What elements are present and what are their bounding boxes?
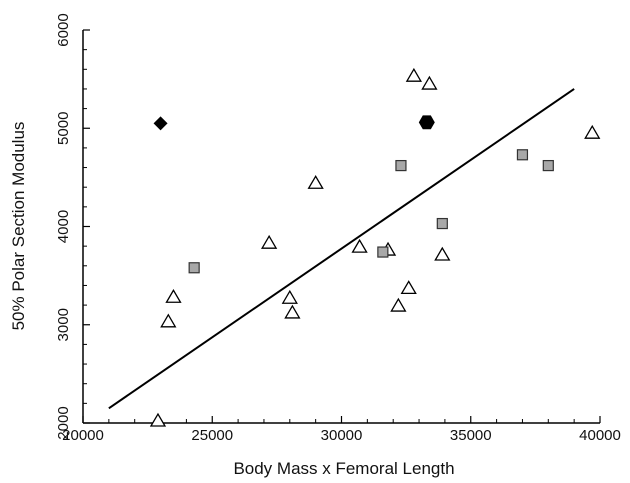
triangle-point (400, 280, 417, 295)
triangle-point (281, 289, 298, 304)
triangle-point (149, 412, 167, 427)
triangle-point (165, 288, 182, 303)
y-tick-label: 5000 (55, 112, 72, 145)
triangle-point (584, 124, 601, 139)
square-point (436, 217, 448, 230)
x-tick-label: 20000 (62, 427, 104, 444)
y-axis-title: 50% Polar Section Modulus (9, 122, 28, 331)
x-tick-label: 25000 (191, 427, 233, 444)
hexagon-point (418, 115, 435, 130)
x-tick-label: 30000 (321, 427, 363, 444)
triangle-point (434, 246, 451, 261)
triangle-point (284, 304, 301, 319)
y-tick-label: 6000 (55, 13, 72, 46)
triangle-point (390, 297, 407, 312)
triangle-point (351, 238, 368, 253)
square-point (188, 262, 200, 274)
regression-line (108, 88, 575, 410)
y-tick-label: 3000 (55, 308, 72, 341)
square-point (395, 159, 407, 172)
triangle-point (307, 174, 324, 189)
data-points (149, 67, 601, 427)
y-tick-label: 4000 (55, 210, 72, 243)
triangle-point (405, 67, 423, 82)
square-point (516, 149, 529, 161)
triangle-point (421, 75, 438, 90)
triangle-point (160, 313, 177, 328)
triangle-point (260, 234, 278, 249)
x-tick-label: 35000 (450, 427, 492, 444)
tick-labels: 20000 25000 30000 35000 40000 2000 3000 4000 500… (55, 13, 621, 444)
y-tick-label: 2000 (55, 406, 72, 439)
diamond-point (153, 116, 168, 131)
square-point (377, 246, 389, 258)
x-tick-label: 40000 (579, 427, 621, 444)
x-axis-title: Body Mass x Femoral Length (233, 459, 454, 478)
square-point (542, 159, 554, 172)
axes (82, 29, 601, 424)
